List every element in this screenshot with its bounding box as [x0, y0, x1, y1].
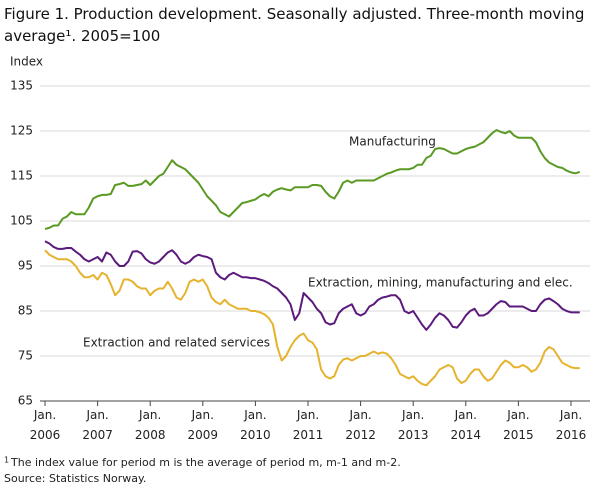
x-tick-label-line: 2009 — [188, 428, 219, 442]
y-axis-label: Index — [10, 55, 43, 69]
x-tick-label-line: Jan. — [401, 408, 424, 422]
y-tick-label: 115 — [10, 169, 33, 183]
series-label: Extraction and related services — [83, 336, 270, 350]
x-tick-label: Jan. 2007 — [82, 408, 113, 442]
y-tick-label: 105 — [10, 214, 33, 228]
x-tick-label-line: 2013 — [398, 428, 429, 442]
x-tick-label-line: Jan. — [454, 408, 477, 422]
x-tick-label-line: 2014 — [451, 428, 482, 442]
footnote: The index value for period m is the aver… — [10, 456, 401, 469]
series-label: Manufacturing — [349, 135, 436, 149]
y-tick-label: 135 — [10, 79, 33, 93]
x-tick-label-line: 2006 — [30, 428, 61, 442]
y-tick-label: 65 — [18, 394, 33, 408]
series-line — [44, 129, 581, 231]
x-tick-label-line: 2011 — [293, 428, 324, 442]
x-tick-label-line: 2008 — [135, 428, 166, 442]
x-tick-label: Jan. 2016 — [556, 408, 587, 442]
chart-title: Figure 1. Production development. Season… — [4, 5, 584, 45]
x-tick-label: Jan. 2011 — [293, 408, 324, 442]
x-tick-label-line: Jan. — [138, 408, 161, 422]
y-tick-label: 95 — [18, 259, 33, 273]
x-tick-label-line: Jan. — [559, 408, 582, 422]
x-tick-label-line: Jan. — [243, 408, 266, 422]
y-tick-label: 85 — [18, 304, 33, 318]
x-tick-label-line: Jan. — [191, 408, 214, 422]
title-line: average¹. 2005=100 — [4, 27, 160, 45]
footnote-marker: 1 — [4, 456, 9, 465]
x-tick-label-line: Jan. — [33, 408, 56, 422]
series-line — [44, 240, 580, 331]
y-tick-label: 75 — [18, 349, 33, 363]
x-tick-label-line: 2007 — [82, 428, 113, 442]
y-tick-label: 125 — [10, 124, 33, 138]
x-tick-label-line: Jan. — [506, 408, 529, 422]
x-tick-label: Jan. 2009 — [188, 408, 219, 442]
x-tick-label-line: Jan. — [296, 408, 319, 422]
x-tick-label-line: 2015 — [503, 428, 534, 442]
x-tick-label: Jan. 2014 — [451, 408, 482, 442]
x-tick-label-line: Jan. — [85, 408, 108, 422]
x-tick-label: Jan. 2012 — [345, 408, 376, 442]
title-line: Figure 1. Production development. Season… — [4, 5, 584, 23]
source: Source: Statistics Norway. — [4, 472, 146, 485]
x-tick-label-line: 2012 — [345, 428, 376, 442]
series-line — [44, 249, 580, 387]
x-tick-label: Jan. 2010 — [240, 408, 271, 442]
x-tick-label: Jan. 2006 — [30, 408, 61, 442]
x-tick-label: Jan. 2013 — [398, 408, 429, 442]
x-tick-label-line: 2010 — [240, 428, 271, 442]
x-tick-label-line: 2016 — [556, 428, 587, 442]
x-tick-label: Jan. 2015 — [503, 408, 534, 442]
x-tick-label: Jan. 2008 — [135, 408, 166, 442]
x-tick-label-line: Jan. — [348, 408, 371, 422]
series-label: Extraction, mining, manufacturing and el… — [308, 276, 573, 290]
